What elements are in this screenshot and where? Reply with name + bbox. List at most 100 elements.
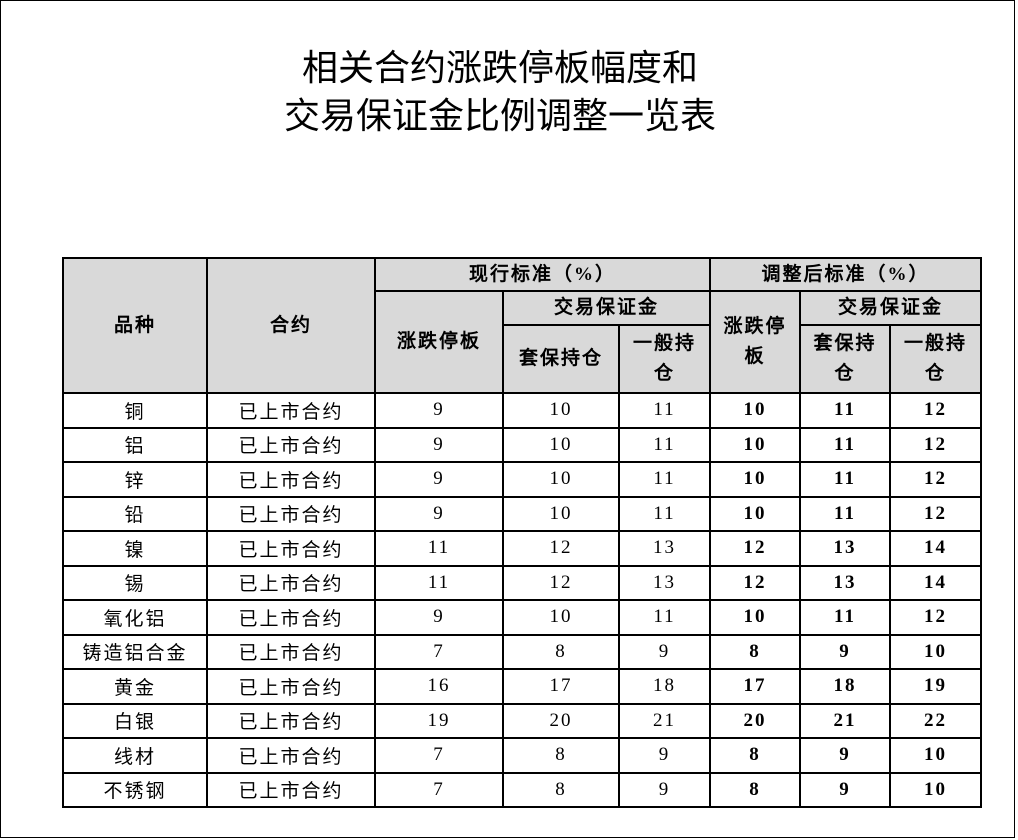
contract-cell: 已上市合约 — [206, 737, 376, 774]
title-line-1: 相关合约涨跌停板幅度和 — [301, 48, 698, 88]
current-hedge-cell: 8 — [502, 771, 620, 808]
contract-cell: 已上市合约 — [206, 495, 376, 532]
adjusted-limit-cell: 8 — [709, 633, 801, 670]
adjusted-limit-cell: 10 — [709, 426, 801, 463]
adjusted-general-cell: 10 — [889, 771, 982, 808]
table-row: 铜已上市合约 9 10 11 10 11 12 — [62, 392, 982, 429]
header-current: 现行标准（%） — [374, 257, 711, 292]
current-limit-cell: 7 — [374, 771, 504, 808]
adjusted-hedge-cell: 11 — [799, 426, 891, 463]
table-row: 铸造铝合金 已上市合约 7 8 9 8 9 10 — [62, 633, 982, 670]
variety-cell: 白银 — [62, 702, 208, 739]
adjusted-limit-cell: 10 — [709, 599, 801, 636]
current-hedge-cell: 10 — [502, 426, 620, 463]
contract-cell: 已上市合约 — [206, 564, 376, 601]
current-general-cell: 11 — [618, 426, 711, 463]
adjusted-hedge-cell: 11 — [799, 495, 891, 532]
current-hedge-cell: 12 — [502, 530, 620, 567]
header-current-general: 一般持仓 — [618, 324, 711, 394]
current-limit-cell: 11 — [374, 530, 504, 567]
current-limit-cell: 9 — [374, 599, 504, 636]
current-hedge-cell: 8 — [502, 737, 620, 774]
variety-cell: 不锈钢 — [62, 771, 208, 808]
current-hedge-cell: 8 — [502, 633, 620, 670]
adjusted-hedge-cell: 11 — [799, 392, 891, 429]
adjusted-hedge-cell: 11 — [799, 599, 891, 636]
variety-cell: 铜 — [62, 392, 208, 429]
adjusted-general-cell: 22 — [889, 702, 982, 739]
adjusted-general-cell: 19 — [889, 668, 982, 705]
variety-cell: 镍 — [62, 530, 208, 567]
adjusted-general-cell: 12 — [889, 495, 982, 532]
adjusted-limit-cell: 20 — [709, 702, 801, 739]
variety-cell: 铅 — [62, 495, 208, 532]
contract-cell: 已上市合约 — [206, 392, 376, 429]
current-limit-cell: 9 — [374, 426, 504, 463]
header-adjusted-hedge: 套保持仓 — [799, 324, 891, 394]
adjusted-hedge-cell: 18 — [799, 668, 891, 705]
table-row: 不锈钢 已上市合约 7 8 9 8 9 10 — [62, 771, 982, 808]
adjusted-limit-cell: 10 — [709, 495, 801, 532]
current-limit-cell: 16 — [374, 668, 504, 705]
adjusted-limit-cell: 10 — [709, 461, 801, 498]
adjusted-limit-cell: 17 — [709, 668, 801, 705]
adjusted-general-cell: 14 — [889, 564, 982, 601]
current-limit-cell: 9 — [374, 461, 504, 498]
table-row: 铅已上市合约 9 10 11 10 11 12 — [62, 495, 982, 532]
header-adjusted: 调整后标准（%） — [709, 257, 982, 292]
adjusted-general-cell: 14 — [889, 530, 982, 567]
adjusted-general-cell: 10 — [889, 633, 982, 670]
header-current-limit: 涨跌停板 — [374, 290, 504, 394]
adjusted-general-cell: 12 — [889, 461, 982, 498]
title-line-2: 交易保证金比例调整一览表 — [283, 96, 716, 136]
table-row: 镍已上市合约 11 12 13 12 13 14 — [62, 530, 982, 567]
contract-cell: 已上市合约 — [206, 461, 376, 498]
current-general-cell: 11 — [618, 392, 711, 429]
table-row: 线材 已上市合约 7 8 9 8 9 10 — [62, 737, 982, 774]
adjusted-limit-cell: 12 — [709, 564, 801, 601]
variety-cell: 铸造铝合金 — [62, 633, 208, 670]
current-hedge-cell: 10 — [502, 461, 620, 498]
current-limit-cell: 19 — [374, 702, 504, 739]
variety-cell: 锌 — [62, 461, 208, 498]
current-hedge-cell: 10 — [502, 495, 620, 532]
contract-cell: 已上市合约 — [206, 668, 376, 705]
table-row: 黄金 已上市合约 16 17 18 17 18 19 — [62, 668, 982, 705]
adjusted-general-cell: 10 — [889, 737, 982, 774]
adjusted-hedge-cell: 11 — [799, 461, 891, 498]
adjusted-limit-cell: 8 — [709, 737, 801, 774]
current-limit-cell: 7 — [374, 633, 504, 670]
variety-cell: 线材 — [62, 737, 208, 774]
current-general-cell: 18 — [618, 668, 711, 705]
current-general-cell: 21 — [618, 702, 711, 739]
current-hedge-cell: 20 — [502, 702, 620, 739]
header-adjusted-margin: 交易保证金 — [799, 290, 982, 326]
current-hedge-cell: 10 — [502, 392, 620, 429]
current-general-cell: 11 — [618, 495, 711, 532]
table-row: 锌已上市合约 9 10 11 10 11 12 — [62, 461, 982, 498]
header-contract: 合约 — [206, 257, 376, 394]
adjustment-table: 品种 合约 现行标准（%） 调整后标准（%） 涨跌停板 交易保证金 涨跌停板 交… — [62, 257, 982, 808]
table-row: 白银 已上市合约 19 20 21 20 21 22 — [62, 702, 982, 739]
current-hedge-cell: 17 — [502, 668, 620, 705]
table-row: 氧化铝 已上市合约 9 10 11 10 11 12 — [62, 599, 982, 636]
table-row: 锡已上市合约 11 12 13 12 13 14 — [62, 564, 982, 601]
adjusted-limit-cell: 12 — [709, 530, 801, 567]
current-limit-cell: 7 — [374, 737, 504, 774]
current-general-cell: 13 — [618, 564, 711, 601]
current-general-cell: 9 — [618, 771, 711, 808]
current-general-cell: 9 — [618, 737, 711, 774]
current-hedge-cell: 10 — [502, 599, 620, 636]
header-current-hedge: 套保持仓 — [502, 324, 620, 394]
adjusted-hedge-cell: 21 — [799, 702, 891, 739]
adjusted-hedge-cell: 13 — [799, 564, 891, 601]
header-adjusted-general: 一般持仓 — [889, 324, 982, 394]
variety-cell: 氧化铝 — [62, 599, 208, 636]
current-limit-cell: 9 — [374, 392, 504, 429]
variety-cell: 铝 — [62, 426, 208, 463]
adjusted-hedge-cell: 9 — [799, 737, 891, 774]
variety-cell: 黄金 — [62, 668, 208, 705]
header-variety: 品种 — [62, 257, 208, 394]
adjusted-limit-cell: 8 — [709, 771, 801, 808]
adjusted-general-cell: 12 — [889, 392, 982, 429]
